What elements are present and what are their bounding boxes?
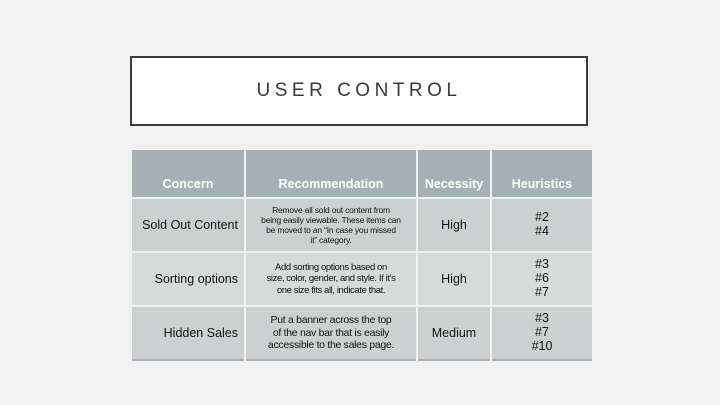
cell-concern-sold-out-content: Sold Out Content: [132, 199, 244, 251]
cell-necessity-hidden-sales: Medium: [418, 307, 490, 361]
slide-title: USER CONTROL: [256, 80, 462, 101]
cell-heuristics-sold-out-content: #2 #4: [492, 199, 592, 251]
table-header-necessity: Necessity: [418, 150, 490, 197]
cell-recommendation-sold-out-content: Remove all sold out content from being e…: [246, 199, 416, 251]
cell-heuristics-sorting-options: #3 #6 #7: [492, 253, 592, 305]
cell-necessity-sorting-options: High: [418, 253, 490, 305]
cell-heuristics-hidden-sales: #3 #7 #10: [492, 307, 592, 361]
title-box: USER CONTROL: [130, 56, 588, 126]
cell-concern-hidden-sales: Hidden Sales: [132, 307, 244, 361]
cell-necessity-sold-out-content: High: [418, 199, 490, 251]
table-header-heuristics: Heuristics: [492, 150, 592, 197]
cell-recommendation-hidden-sales: Put a banner across the top of the nav b…: [246, 307, 416, 361]
table-header-concern: Concern: [132, 150, 244, 197]
table-header-recommendation: Recommendation: [246, 150, 416, 197]
cell-concern-sorting-options: Sorting options: [132, 253, 244, 305]
heuristics-table: Concern Recommendation Necessity Heurist…: [132, 150, 592, 361]
cell-recommendation-sorting-options: Add sorting options based on size, color…: [246, 253, 416, 305]
